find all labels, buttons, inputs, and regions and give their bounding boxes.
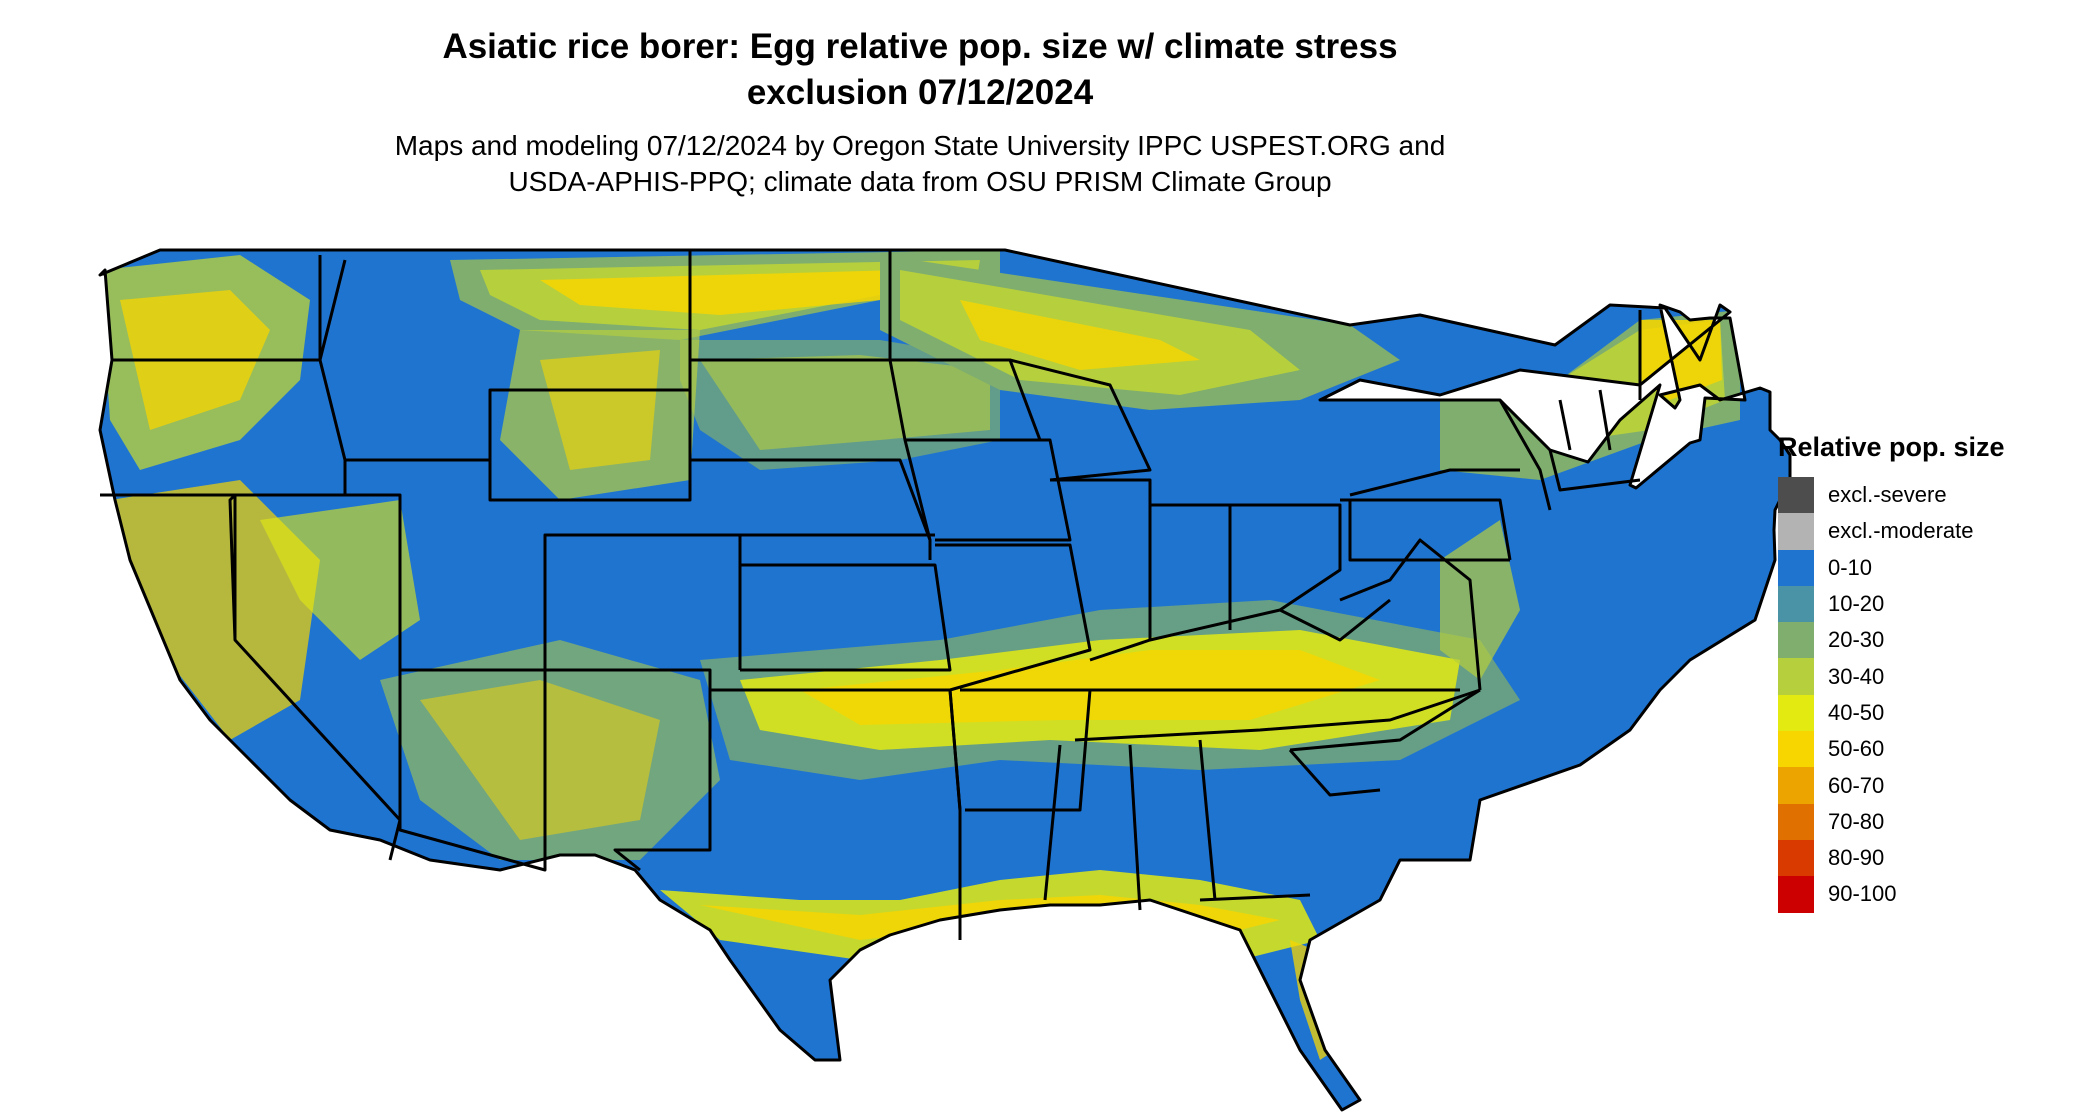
legend-label: 90-100 [1828, 881, 1897, 907]
legend-swatch [1778, 803, 1814, 840]
legend: Relative pop. size excl.-severe excl.-mod… [1778, 432, 2005, 913]
legend-item: 70-80 [1778, 803, 2005, 840]
legend-swatch [1778, 731, 1814, 768]
state-boundaries [98, 248, 1792, 1112]
legend-label: 70-80 [1828, 808, 1885, 834]
legend-swatch [1778, 549, 1814, 586]
legend-swatch [1778, 513, 1814, 550]
legend-swatch [1778, 658, 1814, 695]
legend-swatch [1778, 622, 1814, 659]
legend-label: 0-10 [1828, 554, 1873, 580]
legend-label: 10-20 [1828, 591, 1885, 617]
legend-swatch [1778, 876, 1814, 913]
legend-item: 60-70 [1778, 767, 2005, 804]
legend-items: excl.-severe excl.-moderate 0-10 10-20 20-30… [1778, 477, 2005, 913]
legend-label: 40-50 [1828, 699, 1885, 725]
map-subtitle: Maps and modeling 07/12/2024 by Oregon S… [0, 128, 1840, 200]
legend-swatch [1778, 767, 1814, 804]
legend-swatch [1778, 585, 1814, 623]
legend-label: 50-60 [1828, 736, 1885, 762]
legend-item: 0-10 [1778, 549, 2005, 586]
legend-label: excl.-moderate [1828, 518, 1974, 544]
legend-label: 20-30 [1828, 627, 1885, 653]
legend-title: Relative pop. size [1778, 432, 2005, 462]
legend-item: excl.-severe [1778, 477, 2005, 514]
map-title-line-1: Asiatic rice borer: Egg relative pop. si… [442, 27, 1398, 66]
legend-item: 20-30 [1778, 622, 2005, 659]
map-subtitle-line-2: USDA-APHIS-PPQ; climate data from OSU PR… [508, 166, 1332, 197]
map-title-line-2: exclusion 07/12/2024 [746, 73, 1094, 112]
legend-item: 50-60 [1778, 731, 2005, 768]
map-subtitle-line-1: Maps and modeling 07/12/2024 by Oregon S… [394, 130, 1446, 161]
legend-item: 80-90 [1778, 839, 2005, 877]
legend-item: 30-40 [1778, 658, 2005, 695]
map-title: Asiatic rice borer: Egg relative pop. si… [0, 24, 1840, 116]
legend-item: 10-20 [1778, 585, 2005, 623]
legend-swatch [1778, 839, 1814, 877]
legend-label: excl.-severe [1828, 482, 1947, 508]
legend-label: 30-40 [1828, 663, 1885, 689]
legend-swatch [1778, 694, 1814, 732]
legend-label: 60-70 [1828, 772, 1885, 798]
legend-item: excl.-moderate [1778, 513, 2005, 550]
legend-item: 90-100 [1778, 876, 2005, 913]
legend-item: 40-50 [1778, 694, 2005, 732]
legend-label: 80-90 [1828, 845, 1885, 871]
legend-swatch [1778, 477, 1814, 514]
